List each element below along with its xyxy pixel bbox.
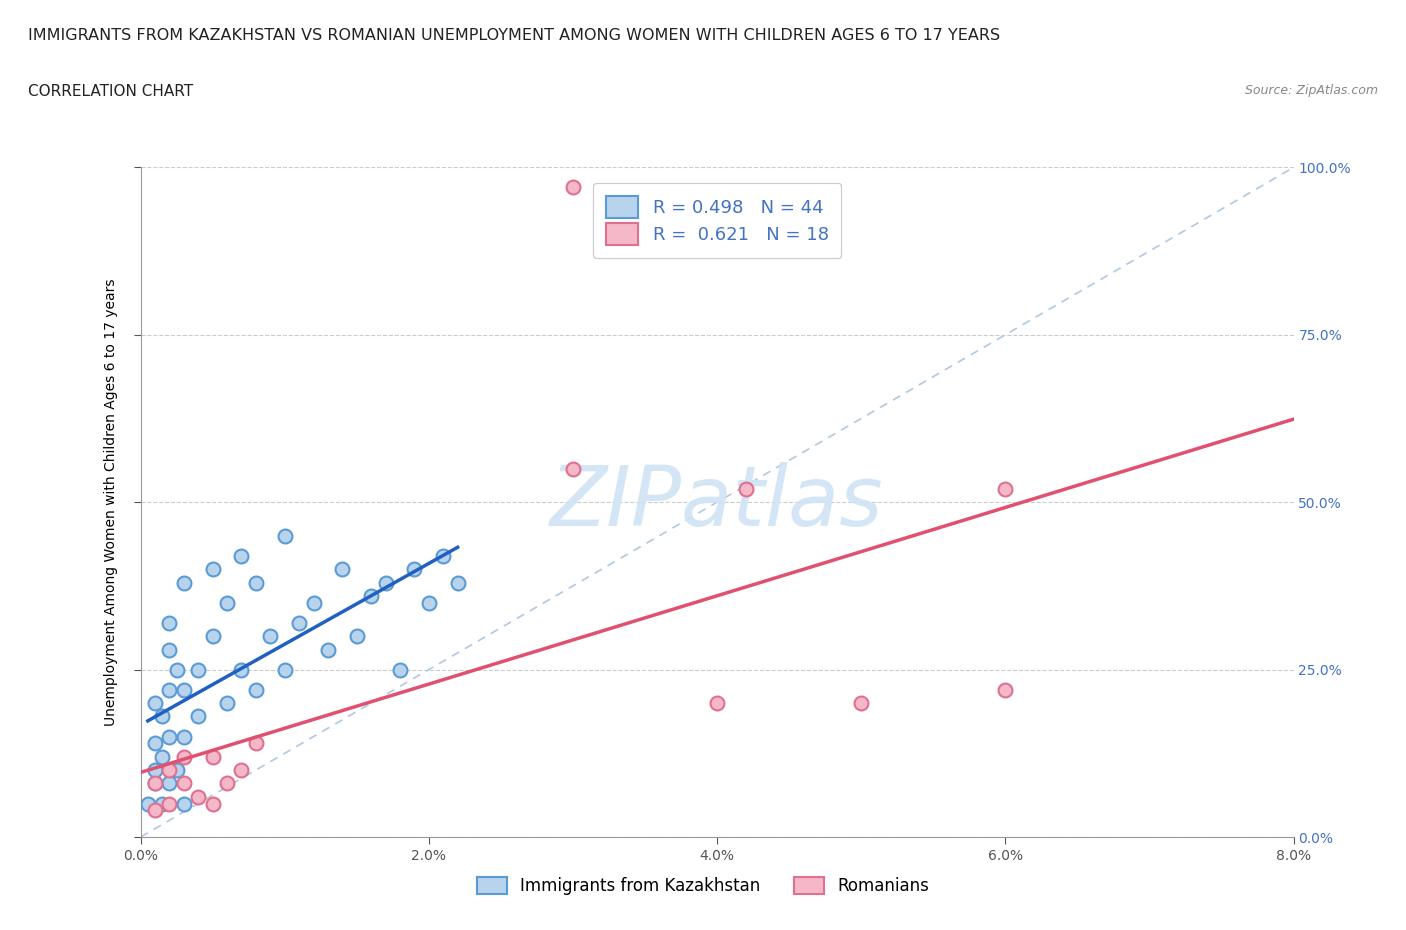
Point <box>432 549 454 564</box>
Point <box>150 709 173 724</box>
Text: CORRELATION CHART: CORRELATION CHART <box>28 84 193 99</box>
Point <box>143 776 166 790</box>
Point <box>245 736 267 751</box>
Point <box>231 662 253 677</box>
Point <box>173 729 195 744</box>
Y-axis label: Unemployment Among Women with Children Ages 6 to 17 years: Unemployment Among Women with Children A… <box>104 278 118 726</box>
Point <box>217 696 239 711</box>
Point <box>274 662 297 677</box>
Point <box>159 776 180 790</box>
Point <box>173 776 195 790</box>
Point <box>360 589 382 604</box>
Legend: R = 0.498   N = 44, R =  0.621   N = 18: R = 0.498 N = 44, R = 0.621 N = 18 <box>593 183 841 258</box>
Point <box>201 796 224 811</box>
Point <box>404 562 426 577</box>
Point <box>288 616 311 631</box>
Point <box>173 796 195 811</box>
Point <box>187 790 209 804</box>
Point <box>201 629 224 644</box>
Point <box>143 776 166 790</box>
Point <box>150 750 173 764</box>
Point <box>143 803 166 817</box>
Point <box>561 180 585 195</box>
Point <box>201 750 224 764</box>
Point <box>173 750 195 764</box>
Point <box>374 575 396 590</box>
Point <box>994 683 1017 698</box>
Point <box>166 662 188 677</box>
Point <box>561 461 585 476</box>
Point <box>159 616 180 631</box>
Point <box>274 528 297 543</box>
Point <box>143 763 166 777</box>
Point <box>332 562 354 577</box>
Point <box>159 683 180 698</box>
Point <box>166 763 188 777</box>
Point <box>136 796 159 811</box>
Point <box>201 562 224 577</box>
Text: Source: ZipAtlas.com: Source: ZipAtlas.com <box>1244 84 1378 97</box>
Point <box>245 575 267 590</box>
Point <box>159 729 180 744</box>
Point <box>418 595 440 610</box>
Point <box>159 642 180 657</box>
Point <box>231 763 253 777</box>
Point <box>735 482 758 497</box>
Point <box>849 696 872 711</box>
Point <box>316 642 339 657</box>
Point <box>447 575 470 590</box>
Point <box>159 763 180 777</box>
Point <box>259 629 281 644</box>
Point <box>994 482 1017 497</box>
Point <box>388 662 411 677</box>
Point <box>143 736 166 751</box>
Text: ZIPatlas: ZIPatlas <box>550 461 884 543</box>
Point <box>245 683 267 698</box>
Point <box>150 796 173 811</box>
Point <box>173 683 195 698</box>
Point <box>173 575 195 590</box>
Point <box>231 549 253 564</box>
Point <box>143 696 166 711</box>
Point <box>187 709 209 724</box>
Point <box>302 595 325 610</box>
Point <box>217 776 239 790</box>
Point <box>346 629 368 644</box>
Point <box>217 595 239 610</box>
Point <box>159 796 180 811</box>
Point <box>187 662 209 677</box>
Text: IMMIGRANTS FROM KAZAKHSTAN VS ROMANIAN UNEMPLOYMENT AMONG WOMEN WITH CHILDREN AG: IMMIGRANTS FROM KAZAKHSTAN VS ROMANIAN U… <box>28 28 1000 43</box>
Point <box>706 696 728 711</box>
Legend: Immigrants from Kazakhstan, Romanians: Immigrants from Kazakhstan, Romanians <box>468 869 938 903</box>
